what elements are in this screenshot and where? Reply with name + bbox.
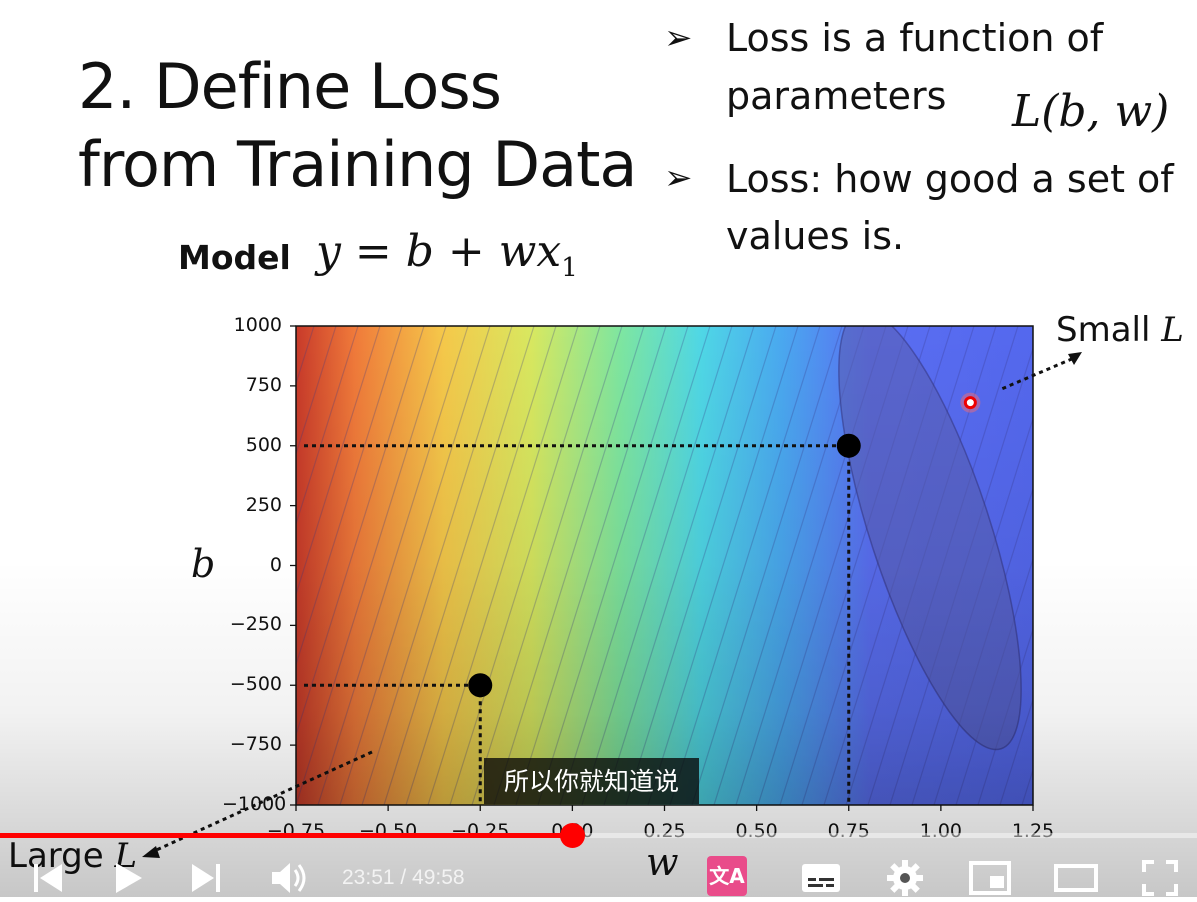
fullscreen-icon[interactable] [1140, 858, 1180, 902]
contour-line [1021, 767, 1033, 805]
x-tick-label: 1.00 [919, 820, 963, 842]
progress-scrubber-handle[interactable] [559, 823, 585, 848]
contour-line [1110, 326, 1197, 805]
translate-icon[interactable]: 文A [707, 856, 747, 900]
model-label: Model [178, 238, 291, 277]
y-tick-label: −750 [229, 733, 282, 756]
minimum-point [963, 396, 977, 410]
bullet1-line2: parameters [726, 74, 947, 118]
small-loss-arrowhead [1068, 352, 1082, 365]
y-tick-label: 750 [245, 373, 282, 396]
axis-label-w: w [646, 840, 679, 884]
axis-label-b: b [191, 542, 216, 586]
small-loss-arrow [1001, 356, 1075, 391]
bullet1-line1: Loss is a function of [726, 16, 1104, 60]
y-tick-label: −250 [229, 613, 282, 636]
bullet2-line1: Loss: how good a set of [726, 157, 1174, 201]
large-loss-arrowhead [142, 846, 160, 858]
next-icon[interactable] [186, 858, 226, 902]
contour-line [0, 326, 28, 805]
contour-line [10, 326, 160, 805]
settings-icon[interactable] [885, 858, 925, 902]
subtitles-icon[interactable] [800, 858, 842, 902]
bullet-arrow-icon: ➢ [664, 158, 693, 198]
y-tick-label: 500 [245, 433, 282, 456]
contour-line [32, 326, 182, 805]
contour-line [0, 326, 50, 805]
svg-text:文A: 文A [709, 864, 745, 888]
theater-icon[interactable] [1053, 858, 1099, 902]
contour-line [0, 326, 6, 805]
contour-line [1044, 326, 1194, 805]
x-tick-label: −0.25 [451, 820, 510, 842]
slide-title-line1: 2. Define Loss [78, 50, 502, 123]
x-tick-label: 0.25 [643, 820, 686, 842]
progress-bar[interactable] [0, 833, 1197, 838]
parameter-point [836, 433, 861, 458]
bullet2-line2: values is. [726, 214, 905, 258]
contour-line [1066, 326, 1197, 805]
contour-line [0, 326, 138, 805]
contour-line [1132, 326, 1197, 805]
contour-line [54, 326, 204, 805]
progress-bar-played [0, 833, 572, 838]
volume-icon[interactable] [268, 858, 310, 902]
contour-line [1088, 326, 1197, 805]
y-tick-label: 0 [269, 553, 282, 576]
miniplayer-icon[interactable] [968, 858, 1012, 902]
contour-line [0, 326, 116, 805]
contour-line [1176, 326, 1197, 805]
time-display: 23:51 / 49:58 [342, 866, 465, 889]
y-tick-label: 250 [245, 493, 282, 516]
bullet-arrow-icon: ➢ [664, 18, 693, 58]
y-tick-label: 1000 [233, 314, 282, 336]
subtitle-caption: 所以你就知道说 [484, 758, 700, 804]
x-tick-label: 0.50 [735, 820, 778, 842]
play-icon[interactable] [108, 858, 148, 902]
contour-line [0, 326, 72, 805]
x-tick-label: 0.75 [827, 820, 870, 842]
y-tick-label: −1000 [222, 793, 287, 815]
x-tick-label: 1.25 [1011, 820, 1055, 842]
x-tick-label: −0.50 [359, 820, 418, 842]
small-loss-annotation: Small L [1056, 310, 1184, 350]
loss-function-formula: L(b, w) [1012, 86, 1170, 137]
parameter-point [468, 673, 493, 698]
previous-icon[interactable] [28, 858, 68, 902]
contour-line [1154, 326, 1197, 805]
model-equation: y = b + wx1 [316, 226, 578, 283]
y-tick-label: −500 [229, 673, 282, 696]
slide-title-line2: from Training Data [78, 128, 637, 201]
x-tick-label: −0.75 [266, 820, 326, 842]
contour-line [0, 326, 94, 805]
